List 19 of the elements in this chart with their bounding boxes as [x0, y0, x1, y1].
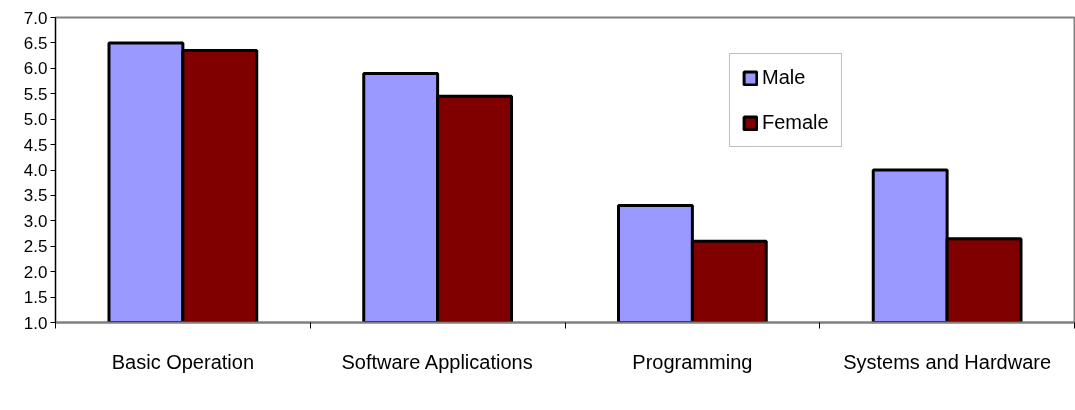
legend-label: Female [762, 111, 829, 134]
y-tick-label: 3.0 [23, 211, 48, 231]
x-tick-label: Programming [632, 350, 753, 373]
y-tick-label: 2.0 [23, 262, 48, 282]
y-tick-label: 1.5 [23, 288, 48, 308]
x-tick-label: Systems and Hardware [843, 350, 1052, 373]
y-tick-label: 3.5 [23, 186, 48, 206]
legend-label: Male [762, 66, 806, 89]
y-tick-label: 4.5 [23, 135, 48, 155]
x-tick-label: Basic Operation [111, 350, 255, 373]
y-tick-label: 6.5 [23, 33, 48, 53]
y-tick-label: 7.0 [23, 8, 48, 28]
y-tick-label: 4.0 [23, 161, 48, 180]
y-tick-label: 5.5 [23, 84, 48, 104]
y-tick-label: 6.0 [23, 59, 48, 79]
x-tick-label: Software Applications [341, 350, 533, 373]
y-tick-label: 2.5 [23, 237, 48, 257]
y-tick-label: 5.0 [23, 110, 48, 130]
y-tick-label: 1.0 [23, 313, 48, 333]
